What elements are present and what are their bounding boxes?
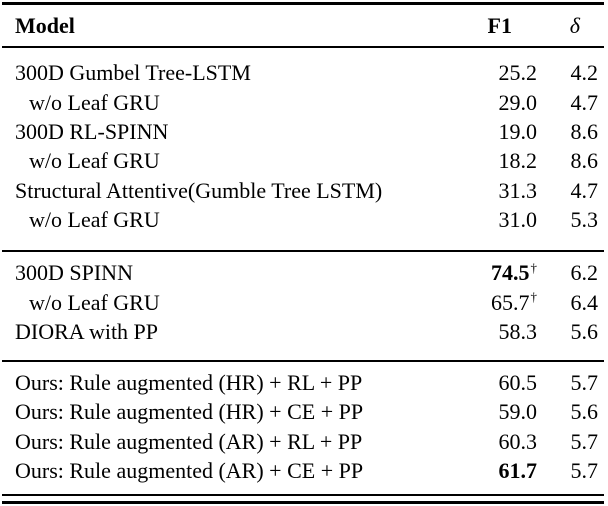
model-name: 300D RL-SPINN [15, 118, 169, 144]
delta-value: 5.3 [570, 206, 599, 232]
header-divider-rule [2, 46, 604, 48]
table-row: w/o Leaf GRU 31.0 5.3 [0, 205, 608, 234]
f1-value: 29.0 [498, 89, 538, 115]
model-name: Ours: Rule augmented (AR) + CE + PP [15, 457, 364, 483]
model-name: Ours: Rule augmented (AR) + RL + PP [15, 428, 363, 454]
f1-number: 74.5 [491, 260, 530, 286]
table-row: w/o Leaf GRU 65.7† 6.4 [0, 288, 608, 317]
f1-value: 31.0 [498, 206, 538, 232]
table-row: 300D RL-SPINN 19.0 8.6 [0, 117, 608, 146]
delta-value: 5.7 [570, 457, 599, 483]
delta-value: 8.6 [570, 148, 599, 174]
model-name: Structural Attentive(Gumble Tree LSTM) [15, 177, 383, 203]
f1-value: 19.0 [498, 118, 538, 144]
table-row: Ours: Rule augmented (HR) + RL + PP 60.5… [0, 368, 608, 397]
delta-value: 6.2 [570, 260, 599, 286]
model-name: w/o Leaf GRU [29, 289, 160, 315]
table-row: 300D SPINN 74.5† 6.2 [0, 258, 608, 287]
delta-value: 5.6 [570, 318, 599, 344]
f1-value: 58.3 [498, 318, 538, 344]
model-name: w/o Leaf GRU [29, 89, 160, 115]
f1-number: 65.7 [491, 289, 530, 315]
dagger-footnote-marker: † [530, 289, 538, 305]
bottom-thin-rule [2, 494, 604, 496]
column-header-delta: δ [569, 13, 580, 38]
table-row: 300D Gumbel Tree-LSTM 25.2 4.2 [0, 58, 608, 87]
delta-value: 4.2 [570, 60, 599, 86]
f1-value: 74.5† [447, 258, 537, 287]
f1-value: 60.3 [498, 428, 538, 454]
f1-value: 61.7 [498, 457, 538, 483]
f1-value: 25.2 [498, 60, 538, 86]
delta-value: 4.7 [570, 177, 599, 203]
table-row: Structural Attentive(Gumble Tree LSTM) 3… [0, 176, 608, 205]
delta-value: 5.7 [570, 369, 599, 395]
f1-value: 59.0 [498, 399, 538, 425]
section-divider-rule [2, 359, 604, 362]
table-row: Ours: Rule augmented (AR) + RL + PP 60.3… [0, 427, 608, 456]
column-header-model: Model [15, 13, 75, 38]
model-name: DIORA with PP [15, 318, 159, 344]
top-rule [2, 2, 604, 5]
bottom-thick-rule [2, 500, 604, 504]
f1-value: 65.7† [447, 288, 537, 317]
dagger-footnote-marker: † [530, 260, 538, 275]
column-header-f1: F1 [487, 13, 512, 38]
table-header-row: Model F1 δ [0, 5, 608, 46]
section-divider-rule [2, 249, 604, 252]
model-name: Ours: Rule augmented (HR) + RL + PP [15, 369, 363, 395]
f1-value: 60.5 [498, 369, 538, 395]
model-name: w/o Leaf GRU [29, 148, 160, 174]
model-name: 300D SPINN [15, 260, 133, 286]
model-name: w/o Leaf GRU [29, 206, 160, 232]
table-row: w/o Leaf GRU 29.0 4.7 [0, 88, 608, 117]
delta-value: 4.7 [570, 89, 599, 115]
model-name: 300D Gumbel Tree-LSTM [15, 60, 251, 86]
table-row: DIORA with PP 58.3 5.6 [0, 317, 608, 346]
table-section-spinn-diora: 300D SPINN 74.5† 6.2 w/o Leaf GRU 65.7† … [0, 252, 608, 360]
table-section-baselines: 300D Gumbel Tree-LSTM 25.2 4.2 w/o Leaf … [0, 48, 608, 250]
f1-value: 18.2 [498, 148, 538, 174]
delta-value: 5.7 [570, 428, 599, 454]
model-name: Ours: Rule augmented (HR) + CE + PP [15, 399, 364, 425]
table-row: w/o Leaf GRU 18.2 8.6 [0, 146, 608, 175]
f1-value: 31.3 [498, 177, 538, 203]
table-row: Ours: Rule augmented (HR) + CE + PP 59.0… [0, 397, 608, 426]
delta-value: 5.6 [570, 399, 599, 425]
table-row: Ours: Rule augmented (AR) + CE + PP 61.7… [0, 456, 608, 485]
table-section-ours: Ours: Rule augmented (HR) + RL + PP 60.5… [0, 362, 608, 494]
delta-value: 8.6 [570, 118, 599, 144]
delta-value: 6.4 [570, 289, 599, 315]
